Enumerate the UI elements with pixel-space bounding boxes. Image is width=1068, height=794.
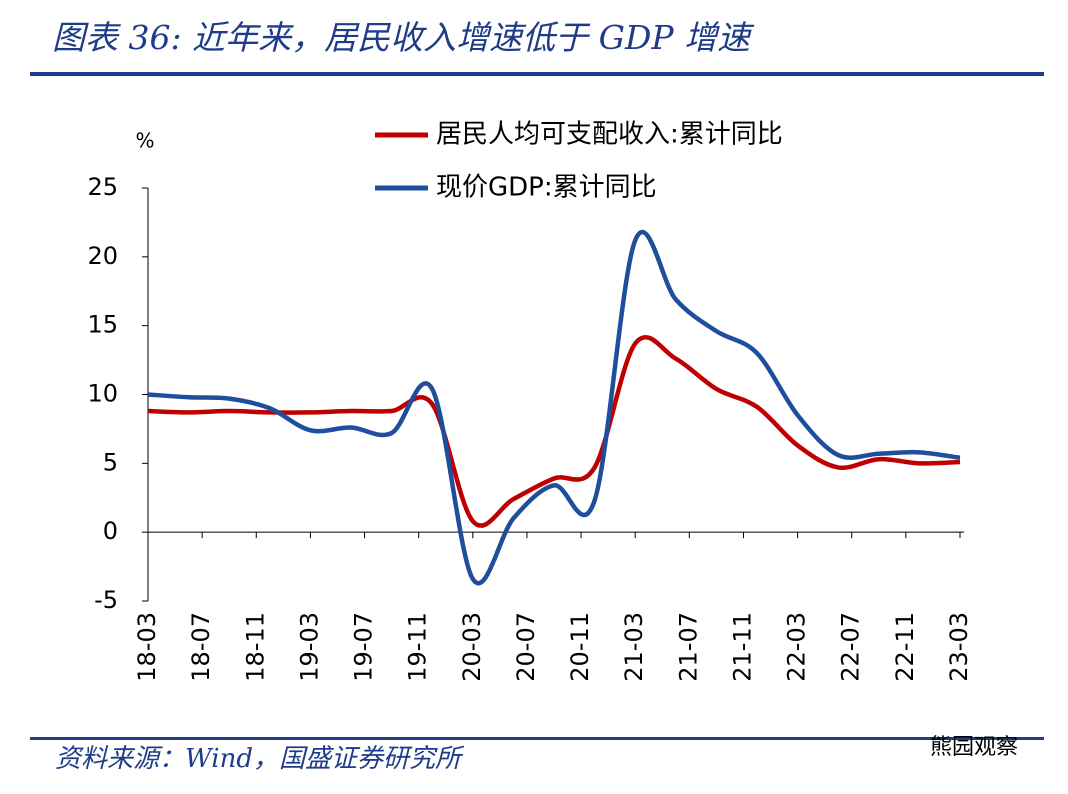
y-tick-label: 20 [87,242,118,270]
x-tick-label: 21-07 [674,612,702,682]
source: 资料来源：Wind，国盛证券研究所 [55,744,465,774]
title-rule [30,72,1044,76]
x-tick-label: 18-03 [133,612,161,682]
x-tick-label: 22-07 [837,612,865,682]
x-tick-label: 19-07 [350,612,378,682]
y-tick-label: 10 [87,380,118,408]
x-tick-label: 21-03 [620,612,648,682]
y-axis-label: % [135,129,154,153]
x-tick-label: 22-11 [891,612,919,682]
chart-title: 图表 36: 近年来，居民收入增速低于 GDP 增速 [52,18,755,57]
x-tick-label: 22-03 [783,612,811,682]
watermark: 熊园观察 [930,735,1018,760]
y-tick-label: 15 [87,311,118,339]
y-tick-label: 5 [103,448,118,476]
series-line [147,335,961,528]
series-line [147,229,961,586]
source-rule [30,737,1044,740]
x-tick-label: 20-03 [458,612,486,682]
y-tick-label: 25 [87,173,118,201]
x-tick-label: 19-11 [404,612,432,682]
y-tick-label: -5 [94,586,118,614]
y-tick-label: 0 [103,517,118,545]
x-tick-label: 21-11 [728,612,756,682]
x-tick-label: 18-07 [187,612,215,682]
x-tick-label: 23-03 [945,612,973,682]
legend-label: 现价GDP:累计同比 [436,173,657,203]
x-tick-label: 20-07 [512,612,540,682]
x-tick-label: 20-11 [566,612,594,682]
x-tick-label: 18-11 [241,612,269,682]
legend-label: 居民人均可支配收入:累计同比 [436,120,783,150]
x-tick-label: 19-03 [295,612,323,682]
